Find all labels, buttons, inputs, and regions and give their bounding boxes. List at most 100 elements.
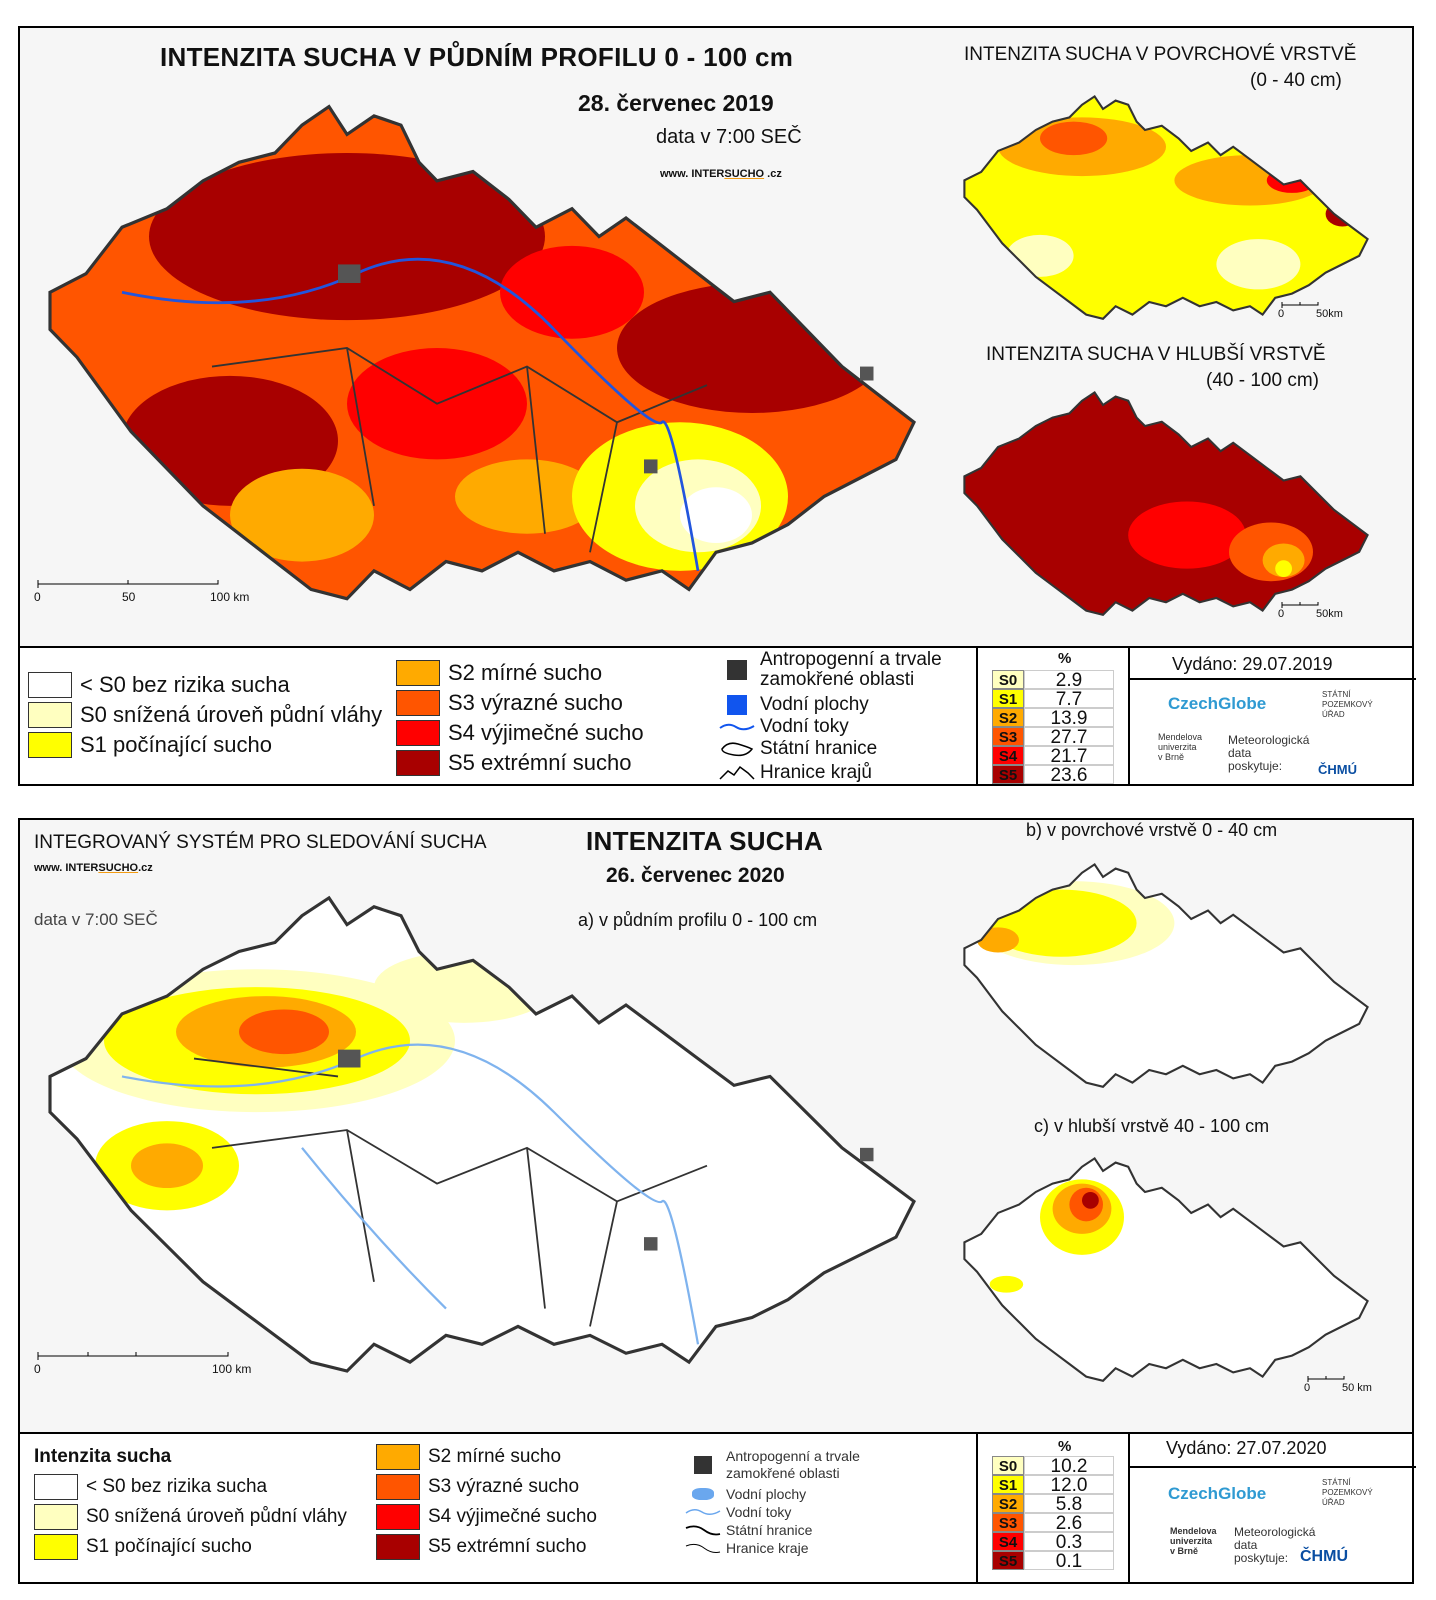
symbol-state-border: Státní hranice <box>685 1522 812 1538</box>
issued-date: Vydáno: 27.07.2020 <box>1166 1438 1327 1458</box>
legend-item-s4: S4 výjimečné sucho <box>376 1504 597 1530</box>
legend-item-s4: S4 výjimečné sucho <box>396 720 644 746</box>
anthropogenic-icon <box>727 660 747 680</box>
inset-surface-map <box>956 856 1376 1091</box>
mendel-logo: Mendelova univerzita v Brně <box>1170 1526 1217 1556</box>
legend-area-2019: < S0 bez rizika sucha S0 snížená úroveň … <box>20 648 1416 785</box>
region-border-icon <box>685 1543 721 1553</box>
legend-item-s0: S0 snížená úroveň půdní vláhy <box>34 1504 347 1530</box>
divider <box>1128 678 1416 680</box>
mendel-logo: Mendelova univerzita v Brně <box>1158 732 1203 762</box>
pct-row-s0: S0 10.2 <box>992 1456 1114 1476</box>
anthropogenic-icon <box>694 1456 712 1474</box>
symbol-water-streams: Vodní toky <box>719 716 849 738</box>
map-title: INTENZITA SUCHA V PŮDNÍM PROFILU 0 - 100… <box>160 42 794 72</box>
website-link[interactable]: www. INTERSUCHO.cz <box>34 862 153 874</box>
state-border-icon <box>721 742 754 757</box>
legend-swatch <box>34 1504 78 1530</box>
meteo-data-provider: Meteorologická data poskytuje: <box>1228 733 1310 773</box>
map-date: 26. červenec 2020 <box>606 864 785 887</box>
inset-bottom-title: c) v hlubší vrstvě 40 - 100 cm <box>1034 1116 1270 1136</box>
drought-map-2020: INTEGROVANÝ SYSTÉM PRO SLEDOVÁNÍ SUCHA w… <box>18 818 1416 1584</box>
inset-bottom-scale-50: 50km <box>1316 608 1343 620</box>
scale-bar <box>37 1352 229 1360</box>
inset-bottom-scale <box>1281 602 1319 608</box>
legend-swatch <box>28 702 72 728</box>
legend-swatch <box>376 1474 420 1500</box>
chmu-logo: ČHMÚ <box>1318 762 1357 777</box>
czechglobe-logo: CzechGlobe <box>1168 694 1267 713</box>
symbol-state-border: Státní hranice <box>720 738 877 760</box>
symbol-water-streams: Vodní toky <box>685 1504 791 1520</box>
legend-swatch <box>34 1534 78 1560</box>
scale-label-0: 0 <box>34 1362 41 1376</box>
legend-item-s5: S5 extrémní sucho <box>376 1534 586 1560</box>
pct-row-s3: S3 2.6 <box>992 1513 1114 1533</box>
legend-swatch <box>28 732 72 758</box>
inset-surface-map <box>956 88 1376 323</box>
scale-label-0: 0 <box>34 590 41 604</box>
inset-deep-map <box>956 1150 1376 1385</box>
pct-header: % <box>1058 650 1072 667</box>
scale-label-100: 100 km <box>210 590 250 604</box>
inset-bottom-range: (40 - 100 cm) <box>1206 370 1319 391</box>
legend-item-s1: S1 počínající sucho <box>34 1534 252 1560</box>
inset-top-scale <box>1281 302 1319 308</box>
legend-item-s1: S1 počínající sucho <box>28 732 272 758</box>
water-body-icon <box>727 695 747 715</box>
pct-header: % <box>1058 1438 1072 1455</box>
symbol-water-bodies: Vodní plochy <box>720 694 869 716</box>
inset-top-title: b) v povrchové vrstvě 0 - 40 cm <box>1026 820 1278 840</box>
data-time: data v 7:00 SEČ <box>34 910 158 929</box>
symbol-anthropogenic: Antropogenní a trvale zamokřené oblasti <box>686 1448 860 1482</box>
legend-item-s5: S5 extrémní sucho <box>396 750 631 776</box>
symbol-region-border: Hranice kraje <box>685 1540 808 1556</box>
percentage-table: % S0 2.9 S1 7.7 S2 13.9 S3 27.7 S4 21.7 S5 23.… <box>976 648 1130 785</box>
symbol-region-border: Hranice krajů <box>719 762 872 784</box>
inset-scale <box>1307 1376 1345 1382</box>
pct-row-s4: S4 21.7 <box>992 746 1114 766</box>
legend-swatch <box>34 1474 78 1500</box>
region-border-icon <box>719 765 755 780</box>
main-drought-map <box>32 88 932 608</box>
inset-bottom-scale-0: 0 <box>1278 608 1285 620</box>
inset-top-range: (0 - 40 cm) <box>1250 70 1342 91</box>
scale-label-50: 50 <box>122 590 136 604</box>
water-body-icon <box>692 1488 714 1500</box>
meteo-data-provider: Meteorologická data poskytuje: <box>1234 1525 1316 1565</box>
divider <box>1128 1466 1416 1468</box>
legend-item-below-s0: < S0 bez rizika sucha <box>34 1474 267 1500</box>
map-area-2019: INTENZITA SUCHA V PŮDNÍM PROFILU 0 - 100… <box>20 28 1412 648</box>
legend-item-s3: S3 výrazné sucho <box>396 690 623 716</box>
legend-item-s3: S3 výrazné sucho <box>376 1474 579 1500</box>
legend-swatch <box>28 672 72 698</box>
inset-scale-50: 50 km <box>1342 1382 1372 1394</box>
czechglobe-logo: CzechGlobe <box>1168 1484 1267 1503</box>
legend-item-s0: S0 snížená úroveň půdní vláhy <box>28 702 382 728</box>
drought-map-2019: INTENZITA SUCHA V PŮDNÍM PROFILU 0 - 100… <box>18 26 1416 786</box>
scale-label-100: 100 km <box>212 1362 252 1376</box>
main-drought-map <box>32 880 932 1380</box>
legend-item-s2: S2 mírné sucho <box>376 1444 561 1470</box>
pct-row-s2: S2 5.8 <box>992 1494 1114 1514</box>
stream-icon <box>719 723 755 731</box>
symbol-anthropogenic: Antropogenní a trvale zamokřené oblasti <box>720 650 942 690</box>
legend-swatch <box>396 720 440 746</box>
legend-swatch <box>376 1444 420 1470</box>
state-border-icon <box>685 1525 721 1536</box>
system-title: INTEGROVANÝ SYSTÉM PRO SLEDOVÁNÍ SUCHA <box>34 832 487 853</box>
inset-deep-map <box>956 384 1376 619</box>
legend-item-below-s0: < S0 bez rizika sucha <box>28 672 290 698</box>
stream-icon <box>685 1509 721 1515</box>
legend-swatch <box>376 1534 420 1560</box>
issued-date: Vydáno: 29.07.2019 <box>1172 654 1333 674</box>
pct-row-s2: S2 13.9 <box>992 708 1114 728</box>
legend-item-s2: S2 mírné sucho <box>396 660 602 686</box>
pct-row-s4: S4 0.3 <box>992 1532 1114 1552</box>
inset-bottom-title: INTENZITA SUCHA V HLUBŠÍ VRSTVĚ <box>986 344 1326 365</box>
pct-row-s1: S1 12.0 <box>992 1475 1114 1495</box>
pct-row-s1: S1 7.7 <box>992 689 1114 709</box>
symbol-water-bodies: Vodní plochy <box>686 1486 806 1502</box>
website-link[interactable]: www. INTERSUCHO .cz <box>660 168 782 180</box>
legend-swatch <box>396 660 440 686</box>
